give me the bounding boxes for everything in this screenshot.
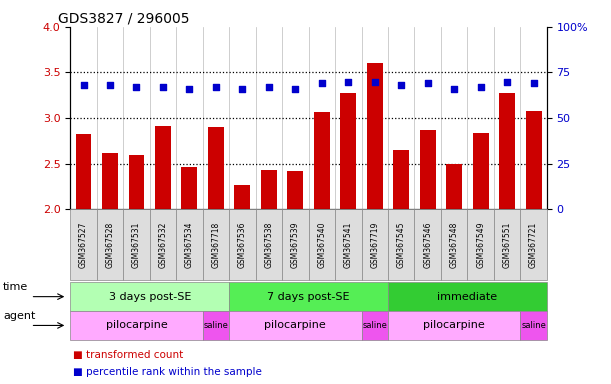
Bar <box>102 153 118 209</box>
Point <box>79 82 89 88</box>
Text: GSM367536: GSM367536 <box>238 222 247 268</box>
Point <box>476 84 486 90</box>
Text: GSM367545: GSM367545 <box>397 222 406 268</box>
Text: saline: saline <box>521 321 546 330</box>
Bar <box>420 130 436 209</box>
Text: saline: saline <box>362 321 387 330</box>
Point <box>185 86 194 92</box>
Text: 3 days post-SE: 3 days post-SE <box>109 291 191 302</box>
Text: GSM367719: GSM367719 <box>370 222 379 268</box>
Bar <box>235 185 251 209</box>
Text: GSM367539: GSM367539 <box>291 222 300 268</box>
Text: GSM367538: GSM367538 <box>265 222 273 268</box>
Bar <box>314 112 330 209</box>
Bar <box>155 126 171 209</box>
Text: ■ transformed count: ■ transformed count <box>73 350 183 360</box>
Bar <box>446 164 462 209</box>
Point <box>264 84 274 90</box>
Text: pilocarpine: pilocarpine <box>265 320 326 331</box>
Bar <box>525 111 541 209</box>
Text: GSM367549: GSM367549 <box>476 222 485 268</box>
Text: GSM367540: GSM367540 <box>317 222 326 268</box>
Point <box>158 84 168 90</box>
Text: GSM367531: GSM367531 <box>132 222 141 268</box>
Point <box>238 86 247 92</box>
Point <box>529 80 538 86</box>
Text: GSM367551: GSM367551 <box>503 222 511 268</box>
Bar <box>499 93 515 209</box>
Text: pilocarpine: pilocarpine <box>106 320 167 331</box>
Text: time: time <box>3 282 28 292</box>
Bar <box>473 133 489 209</box>
Point <box>105 82 115 88</box>
Text: GSM367534: GSM367534 <box>185 222 194 268</box>
Text: ■ percentile rank within the sample: ■ percentile rank within the sample <box>73 367 262 377</box>
Text: GSM367718: GSM367718 <box>211 222 221 268</box>
Bar <box>208 127 224 209</box>
Bar <box>76 134 92 209</box>
Point <box>343 79 353 85</box>
Bar <box>128 155 144 209</box>
Text: immediate: immediate <box>437 291 497 302</box>
Text: agent: agent <box>3 311 35 321</box>
Point <box>370 79 379 85</box>
Bar <box>181 167 197 209</box>
Text: GSM367527: GSM367527 <box>79 222 88 268</box>
Point <box>131 84 141 90</box>
Point <box>502 79 512 85</box>
Bar <box>340 93 356 209</box>
Point <box>423 80 433 86</box>
Text: GSM367528: GSM367528 <box>106 222 114 268</box>
Text: GSM367532: GSM367532 <box>158 222 167 268</box>
Text: 7 days post-SE: 7 days post-SE <box>267 291 350 302</box>
Point <box>397 82 406 88</box>
Text: GSM367548: GSM367548 <box>450 222 459 268</box>
Text: saline: saline <box>203 321 229 330</box>
Point <box>317 80 327 86</box>
Text: GSM367721: GSM367721 <box>529 222 538 268</box>
Bar <box>287 171 303 209</box>
Bar <box>393 150 409 209</box>
Point <box>211 84 221 90</box>
Text: GSM367541: GSM367541 <box>344 222 353 268</box>
Text: GDS3827 / 296005: GDS3827 / 296005 <box>58 12 189 25</box>
Point <box>290 86 300 92</box>
Bar <box>367 63 382 209</box>
Point <box>449 86 459 92</box>
Text: GSM367546: GSM367546 <box>423 222 432 268</box>
Bar <box>261 170 277 209</box>
Text: pilocarpine: pilocarpine <box>423 320 485 331</box>
